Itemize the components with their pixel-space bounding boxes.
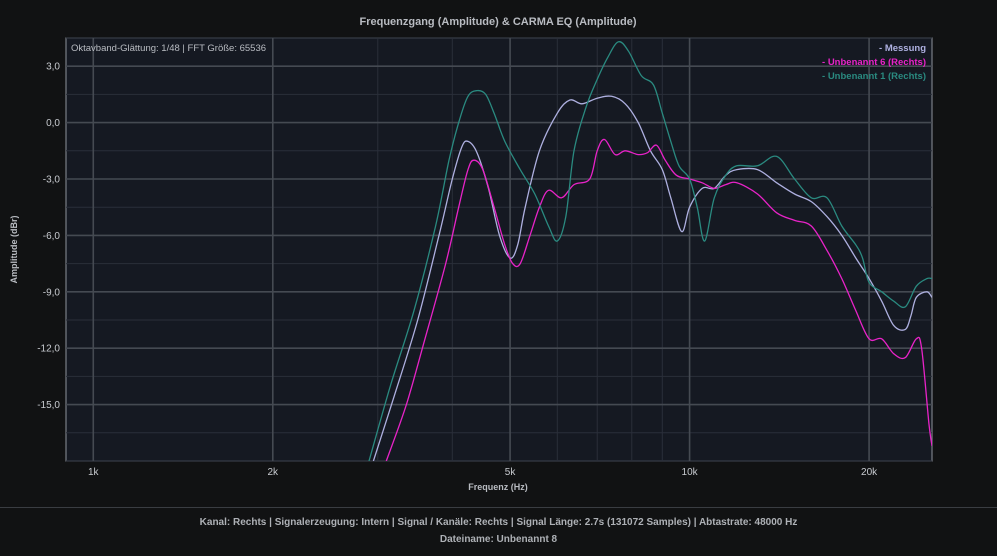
signal-info: Kanal: Rechts | Signalerzeugung: Intern … [199,517,798,528]
x-tick-label: 2k [268,467,280,478]
y-tick-label: -6,0 [43,231,61,242]
series-line-3 [368,41,932,461]
tick-labels: 1k 2k 5k 10k 20k 3,0 0,0 -3,0 -6,0 -9,0 -12,0 -15,0 [37,62,878,478]
y-tick-label: -9,0 [43,287,61,298]
x-tick-label: 20k [861,467,878,478]
chart-title: Frequenzgang (Amplitude) & CARMA EQ (Amp… [359,16,636,28]
file-name: Dateiname: Unbenannt 8 [439,534,558,545]
legend-entry: - Unbenannt 6 (Rechts) [822,57,926,68]
x-tick-label: 5k [505,467,517,478]
y-tick-label: 0,0 [46,118,60,129]
y-tick-label: -15,0 [37,400,60,411]
series-lines [368,41,932,461]
x-tick-label: 1k [88,467,100,478]
y-tick-label: -12,0 [37,344,60,355]
y-tick-label: 3,0 [46,62,60,73]
series-line-1 [372,95,932,461]
status-footer: Kanal: Rechts | Signalerzeugung: Intern … [0,507,997,556]
legend-entry: - Messung [879,43,926,54]
legend-entry: - Unbenannt 1 (Rechts) [822,71,926,82]
series-line-2 [385,138,932,461]
x-tick-label: 10k [682,467,699,478]
y-tick-label: -3,0 [43,175,61,186]
plot-area[interactable] [65,37,933,462]
y-axis-label: Amplitude (dBr) [9,216,19,284]
frequency-response-chart: 1k 2k 5k 10k 20k 3,0 0,0 -3,0 -6,0 -9,0 -12,0 -15,0… [9,16,933,492]
x-axis-label: Frequenz (Hz) [468,482,528,492]
smoothing-info: Oktavband-Glättung: 1/48 | FFT Größe: 65… [71,43,266,54]
legend: - Messung - Unbenannt 6 (Rechts) - Unbenan… [822,43,926,82]
grid-lines [66,37,932,462]
